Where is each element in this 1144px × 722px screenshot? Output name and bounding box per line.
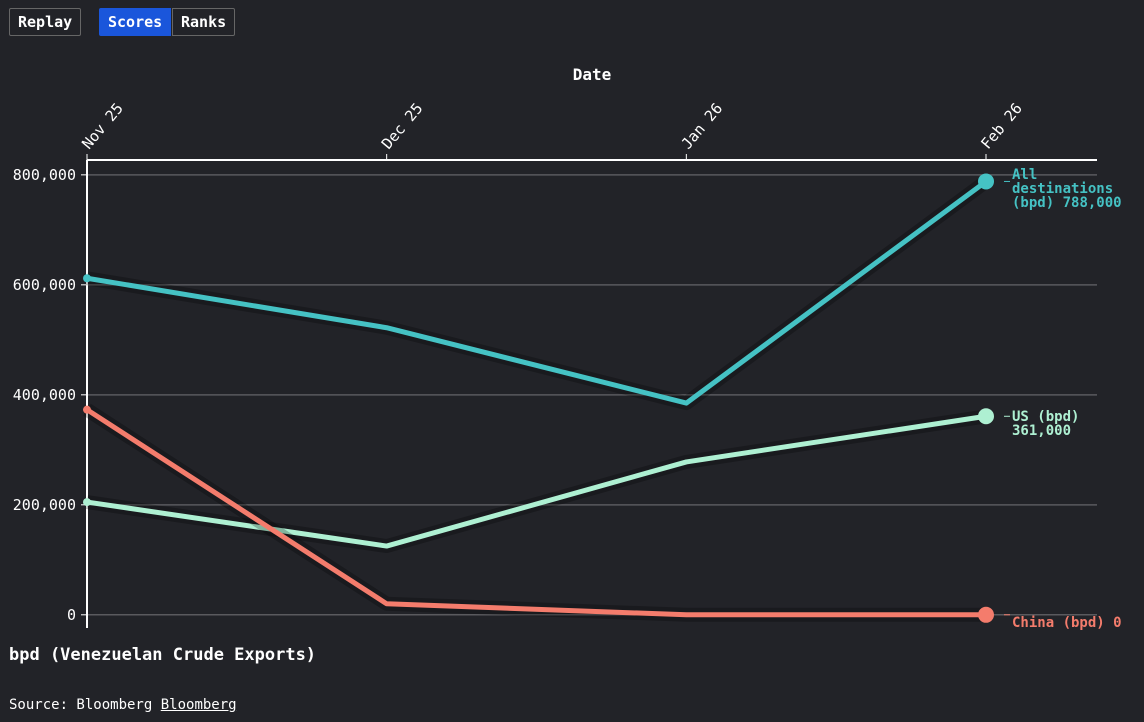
start-point <box>83 498 91 507</box>
end-label-text: US (bpd) 361,000 <box>1012 394 1132 454</box>
end-label-inner: China (bpd) 0 <box>1012 616 1132 630</box>
source: Source: Bloomberg Bloomberg <box>9 697 237 713</box>
series-name: China (bpd) <box>1012 614 1105 631</box>
y-tick-label: 400,000 <box>13 386 76 404</box>
y-tick-label: 800,000 <box>13 166 76 184</box>
source-text: Source: Bloomberg <box>9 697 153 713</box>
end-label-inner: All destinations (bpd) 788,000 <box>1012 168 1132 210</box>
start-point <box>83 405 91 414</box>
y-tick-label: 0 <box>67 606 76 624</box>
end-point <box>978 606 994 623</box>
line-halo <box>85 175 991 411</box>
end-point <box>978 408 994 425</box>
end-label: China (bpd) 0 <box>1012 593 1132 640</box>
x-tick-label: Nov 25 <box>78 99 127 152</box>
series-name: All destinations (bpd) <box>1012 167 1114 212</box>
y-tick-label: 600,000 <box>13 276 76 294</box>
start-point <box>83 274 91 283</box>
source-link[interactable]: Bloomberg <box>160 697 237 713</box>
series-name: US (bpd) <box>1012 409 1080 426</box>
value-label: 0 <box>1113 614 1122 631</box>
series-line <box>85 407 986 618</box>
end-point <box>978 173 994 190</box>
end-label-text: China (bpd) 0 <box>1012 593 1132 640</box>
y-tick-label: 200,000 <box>13 496 76 514</box>
end-label: All destinations (bpd) 788,000 <box>1012 159 1132 219</box>
x-axis-title: Date <box>573 65 612 84</box>
x-tick-label: Dec 25 <box>378 99 427 152</box>
replay-button[interactable]: Replay <box>9 8 82 36</box>
x-tick-label: Jan 26 <box>678 99 727 152</box>
end-label-inner: US (bpd) 361,000 <box>1012 410 1132 438</box>
end-label: US (bpd) 361,000 <box>1012 394 1132 454</box>
scores-button[interactable]: Scores <box>99 8 172 36</box>
ranks-button[interactable]: Ranks <box>172 8 236 36</box>
x-tick-label: Feb 26 <box>977 99 1026 152</box>
y-axis-title: bpd (Venezuelan Crude Exports) <box>9 645 317 665</box>
series-line <box>86 179 988 406</box>
value-label: 788,000 <box>1062 195 1122 212</box>
value-label: 361,000 <box>1012 423 1072 440</box>
end-label-text: All destinations (bpd) 788,000 <box>1012 159 1132 219</box>
series-line <box>86 413 987 549</box>
